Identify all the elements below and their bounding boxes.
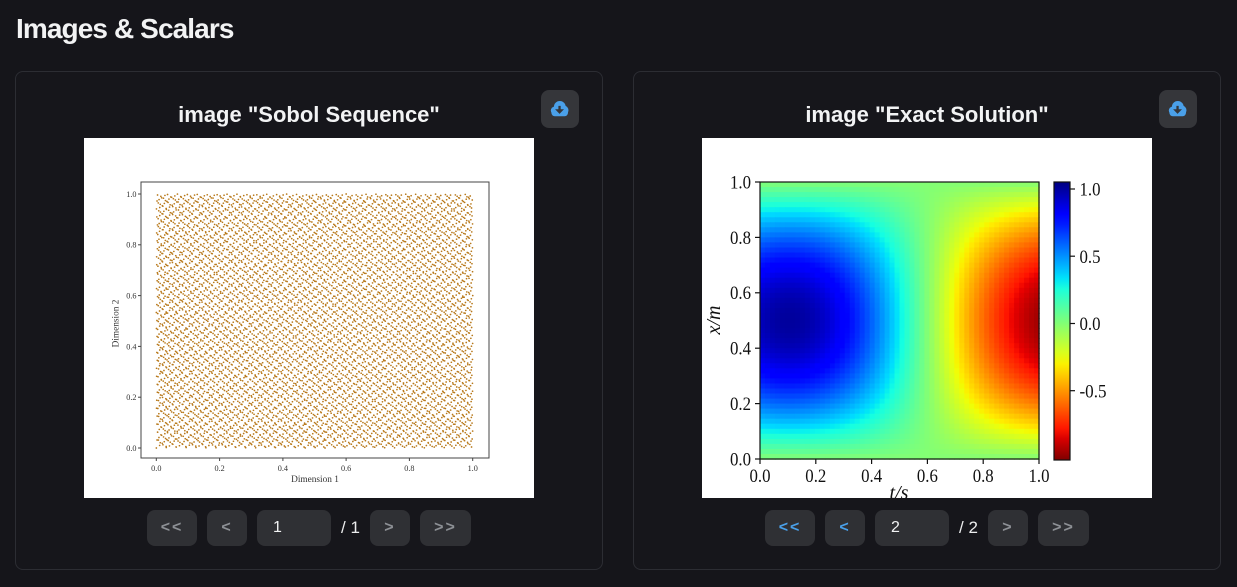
svg-text:0.5: 0.5 [1080, 247, 1101, 268]
svg-text:0.4: 0.4 [278, 464, 288, 473]
svg-text:Dimension 1: Dimension 1 [291, 475, 339, 485]
svg-text:Dimension 2: Dimension 2 [112, 299, 122, 347]
svg-text:0.8: 0.8 [973, 466, 994, 487]
svg-text:0.8: 0.8 [126, 241, 136, 250]
svg-text:0.4: 0.4 [730, 339, 751, 360]
svg-text:0.4: 0.4 [861, 466, 882, 487]
svg-text:0.8: 0.8 [730, 228, 751, 249]
svg-text:0.6: 0.6 [126, 292, 136, 301]
svg-text:x/m: x/m [703, 306, 725, 336]
svg-text:0.2: 0.2 [214, 464, 224, 473]
svg-text:0.0: 0.0 [126, 444, 136, 453]
svg-text:0.0: 0.0 [151, 464, 161, 473]
svg-text:0.6: 0.6 [917, 466, 938, 487]
svg-text:-0.5: -0.5 [1080, 381, 1107, 402]
svg-text:0.2: 0.2 [126, 393, 136, 402]
svg-text:0.2: 0.2 [805, 466, 826, 487]
svg-text:0.4: 0.4 [126, 342, 136, 351]
svg-text:1.0: 1.0 [126, 190, 136, 199]
svg-text:0.0: 0.0 [1080, 314, 1101, 335]
svg-text:1.0: 1.0 [1080, 180, 1101, 201]
svg-text:0.2: 0.2 [730, 394, 751, 415]
svg-text:1.0: 1.0 [730, 172, 751, 193]
svg-text:1.0: 1.0 [1029, 466, 1050, 487]
svg-text:0.0: 0.0 [730, 449, 751, 470]
svg-text:0.0: 0.0 [750, 466, 771, 487]
svg-text:0.8: 0.8 [404, 464, 414, 473]
svg-text:0.6: 0.6 [341, 464, 351, 473]
svg-text:0.6: 0.6 [730, 283, 751, 304]
svg-text:1.0: 1.0 [468, 464, 478, 473]
svg-text:t/s: t/s [890, 482, 909, 498]
